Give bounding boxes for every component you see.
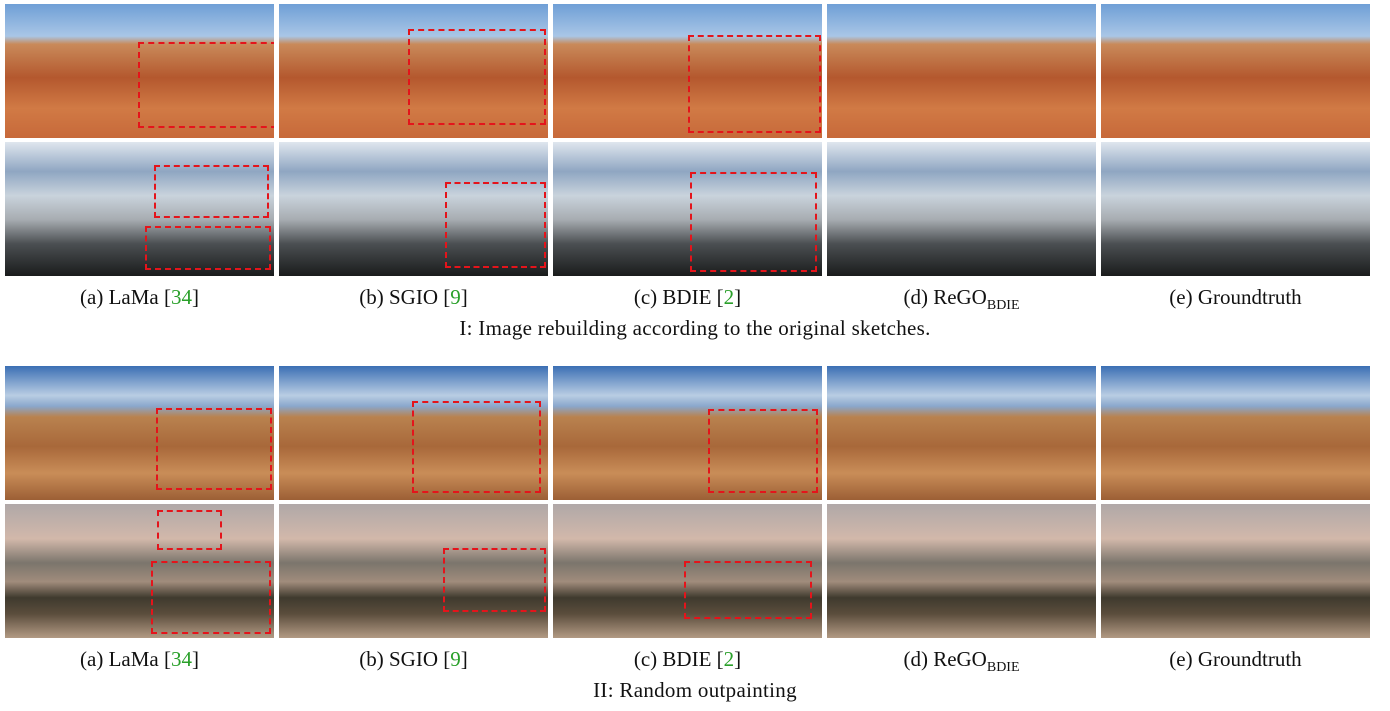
highlight-box [445, 182, 546, 268]
subcaption-label: (e) Groundtruth [1169, 285, 1301, 309]
citation: 9 [450, 647, 461, 671]
subcaption-label: (d) ReGO [903, 647, 986, 671]
figure: (a) LaMa [34](b) SGIO [9](c) BDIE [2](d)… [0, 0, 1390, 711]
highlight-box [412, 401, 541, 493]
highlight-box [708, 409, 818, 493]
image [553, 142, 822, 276]
subcaption: (e) Groundtruth [1101, 285, 1370, 310]
image [279, 4, 548, 138]
subcaption: (b) SGIO [9] [279, 285, 548, 310]
citation: 2 [724, 285, 735, 309]
subcaption-label: (b) SGIO [ [359, 285, 450, 309]
section-caption: I: Image rebuilding according to the ori… [0, 316, 1390, 341]
subcaption-label: (e) Groundtruth [1169, 647, 1301, 671]
bracket: ] [192, 647, 199, 671]
subcaption: (d) ReGOBDIE [827, 285, 1096, 314]
subcaption-label: (b) SGIO [ [359, 647, 450, 671]
image [827, 366, 1096, 500]
subscript: BDIE [987, 298, 1020, 313]
highlight-box [154, 165, 269, 218]
highlight-box [443, 548, 546, 612]
image [1101, 504, 1370, 638]
image [827, 504, 1096, 638]
image [1101, 4, 1370, 138]
image [827, 142, 1096, 276]
bracket: ] [192, 285, 199, 309]
subscript: BDIE [987, 660, 1020, 675]
bracket: ] [461, 285, 468, 309]
image [1101, 366, 1370, 500]
bracket: ] [461, 647, 468, 671]
highlight-box [138, 42, 274, 128]
subcaption: (b) SGIO [9] [279, 647, 548, 672]
highlight-box [408, 29, 546, 125]
bracket: ] [734, 285, 741, 309]
subcaption: (c) BDIE [2] [553, 285, 822, 310]
image [279, 366, 548, 500]
image [279, 504, 548, 638]
bracket: ] [734, 647, 741, 671]
image [5, 366, 274, 500]
image [553, 4, 822, 138]
citation: 34 [171, 647, 192, 671]
subcaption-label: (a) LaMa [ [80, 285, 171, 309]
highlight-box [151, 561, 271, 634]
image [553, 504, 822, 638]
subcaption: (c) BDIE [2] [553, 647, 822, 672]
image [5, 4, 274, 138]
subcaption: (a) LaMa [34] [5, 647, 274, 672]
highlight-box [157, 510, 222, 550]
highlight-box [145, 226, 271, 270]
subcaption: (d) ReGOBDIE [827, 647, 1096, 676]
subcaption: (e) Groundtruth [1101, 647, 1370, 672]
image [5, 504, 274, 638]
image [1101, 142, 1370, 276]
subcaption-label: (c) BDIE [ [634, 285, 724, 309]
subcaption-label: (c) BDIE [ [634, 647, 724, 671]
image [553, 366, 822, 500]
image [827, 4, 1096, 138]
highlight-box [690, 172, 817, 272]
subcaption-label: (d) ReGO [903, 285, 986, 309]
section-caption: II: Random outpainting [0, 678, 1390, 703]
image [279, 142, 548, 276]
citation: 9 [450, 285, 461, 309]
highlight-box [156, 408, 272, 490]
citation: 2 [724, 647, 735, 671]
citation: 34 [171, 285, 192, 309]
highlight-box [688, 35, 821, 133]
highlight-box [684, 561, 812, 619]
image [5, 142, 274, 276]
subcaption: (a) LaMa [34] [5, 285, 274, 310]
subcaption-label: (a) LaMa [ [80, 647, 171, 671]
